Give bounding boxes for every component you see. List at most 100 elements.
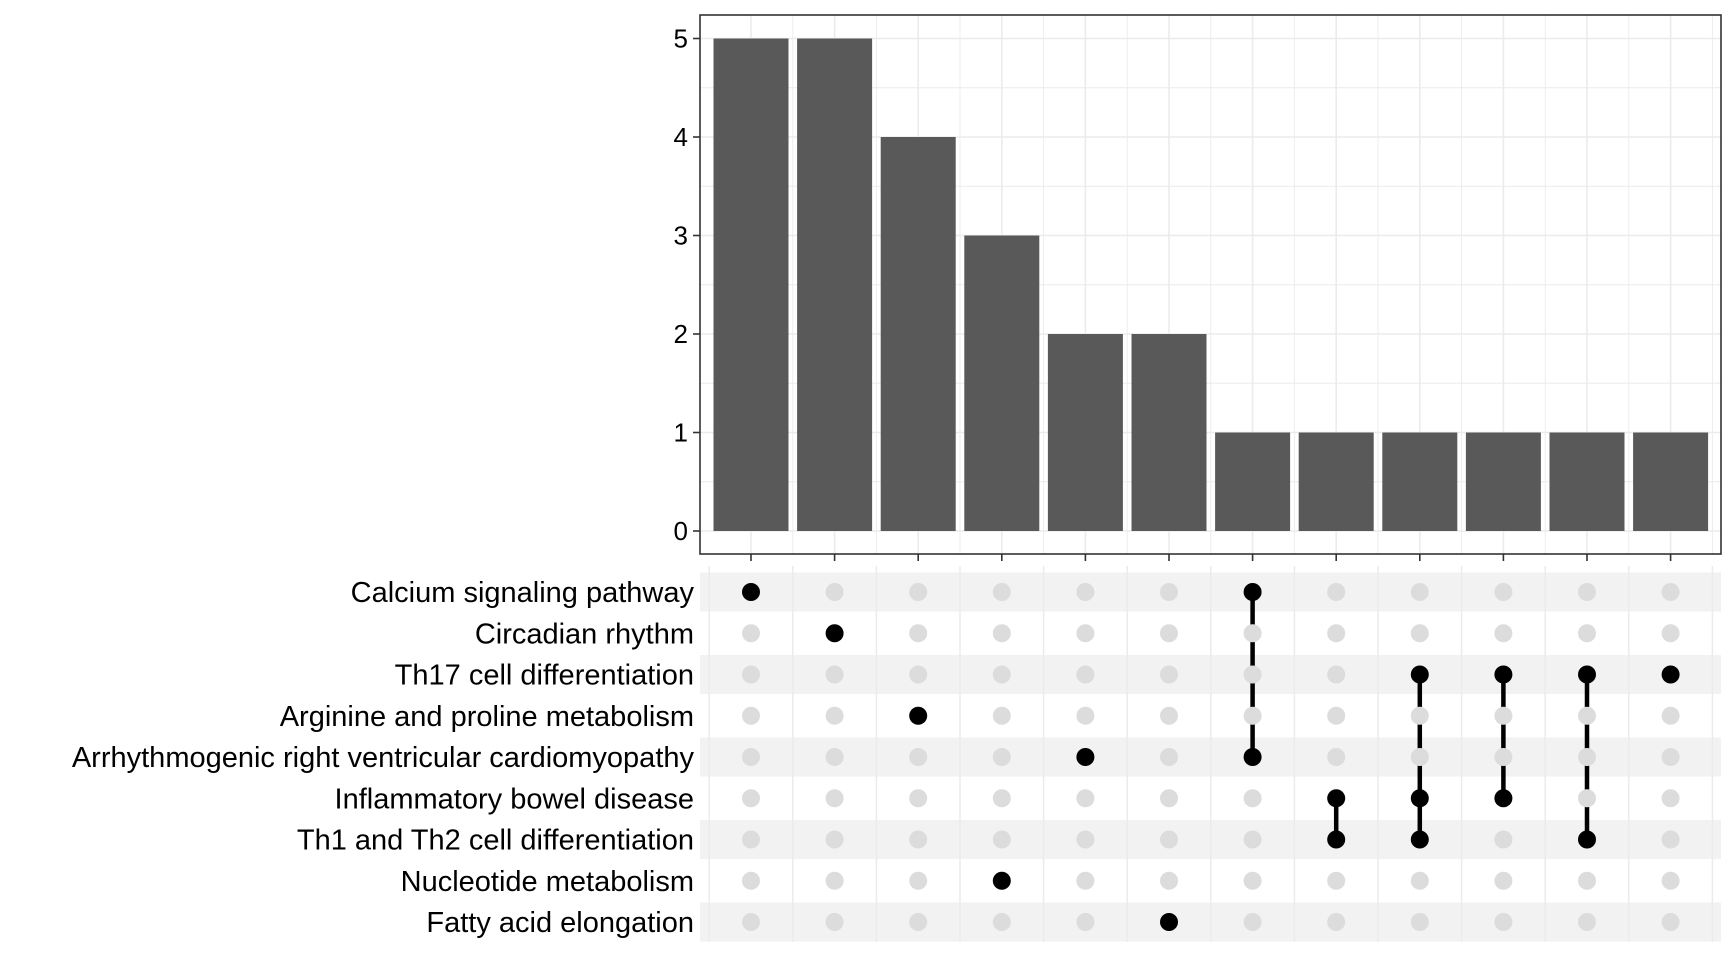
matrix-dot-inactive [1160, 665, 1178, 684]
matrix-dot-inactive [742, 789, 760, 808]
matrix-dot-active [1661, 665, 1680, 684]
matrix-dot-inactive [1160, 748, 1178, 766]
matrix-dot-inactive [1160, 830, 1178, 849]
matrix-dot-inactive [1076, 706, 1095, 725]
matrix-dot-inactive [1160, 871, 1178, 890]
matrix-dot-active [1410, 830, 1429, 849]
matrix-dot-inactive [992, 665, 1011, 684]
matrix-dot-inactive [1578, 624, 1596, 643]
matrix-grid [708, 566, 1714, 942]
matrix-dot-inactive [1327, 583, 1346, 601]
set-label: Th17 cell differentiation [395, 660, 694, 692]
matrix-dot-inactive [909, 789, 928, 808]
x-axis-ticks [750, 554, 1672, 561]
matrix-dot-inactive [909, 748, 928, 766]
set-label: Fatty acid elongation [426, 907, 694, 939]
y-tick-label: 0 [674, 516, 688, 546]
matrix-dot-inactive [1076, 665, 1095, 684]
matrix-dot-inactive [1076, 624, 1095, 643]
y-tick-label: 5 [674, 24, 688, 54]
matrix-dot-inactive [1578, 706, 1596, 725]
set-label: Calcium signaling pathway [351, 577, 695, 609]
matrix-dot-inactive [1494, 706, 1513, 725]
matrix-dot-active [1494, 789, 1513, 808]
matrix-dot-active [992, 871, 1011, 890]
bar-panel-border [699, 14, 1722, 555]
matrix-dot-inactive [1076, 583, 1095, 601]
bar [797, 38, 873, 531]
matrix-dot-inactive [1661, 830, 1680, 849]
bar [1298, 432, 1374, 531]
matrix-dot-active [1160, 913, 1178, 931]
bar [1382, 432, 1458, 531]
matrix-dot-inactive [1661, 624, 1680, 643]
matrix-dot-active [1327, 789, 1346, 808]
matrix-dot-inactive [1327, 665, 1346, 684]
matrix-dot-inactive [992, 624, 1011, 643]
matrix-dot-inactive [1661, 748, 1680, 766]
set-label: Nucleotide metabolism [401, 866, 694, 898]
matrix-dot-inactive [992, 583, 1011, 601]
matrix-dot-inactive [1243, 830, 1262, 849]
matrix-dot-inactive [992, 748, 1011, 766]
y-tick-label: 2 [674, 319, 688, 349]
set-label: Inflammatory bowel disease [335, 783, 694, 815]
matrix-dot-inactive [1578, 583, 1596, 601]
matrix-dot-inactive [1661, 706, 1680, 725]
set-labels: Calcium signaling pathway Circadian rhyth… [72, 577, 695, 939]
matrix-dot-inactive [1410, 913, 1429, 931]
matrix-dot-active [1243, 583, 1262, 601]
matrix-dot-inactive [1327, 748, 1346, 766]
set-label: Th1 and Th2 cell differentiation [297, 825, 694, 857]
bar [1549, 432, 1625, 531]
matrix-dot-inactive [1243, 706, 1262, 725]
matrix-dot-inactive [1578, 789, 1596, 808]
matrix-dot-inactive [1494, 913, 1513, 931]
matrix-dot-inactive [1243, 624, 1262, 643]
y-tick-label: 3 [674, 221, 688, 251]
y-tick-label: 4 [674, 122, 688, 152]
matrix-dot-inactive [825, 913, 844, 931]
bar [1465, 432, 1541, 531]
matrix-dot-inactive [1160, 624, 1178, 643]
matrix-dots [742, 583, 1680, 931]
matrix-dot-inactive [1076, 871, 1095, 890]
matrix-dot-active [742, 583, 760, 601]
matrix-dot-inactive [1243, 665, 1262, 684]
matrix-dot-inactive [742, 830, 760, 849]
bar [1215, 432, 1291, 531]
matrix-dot-inactive [825, 830, 844, 849]
matrix-dot-inactive [1494, 830, 1513, 849]
bar-panel [699, 14, 1722, 555]
matrix-dot-inactive [909, 665, 928, 684]
matrix-dot-inactive [1327, 913, 1346, 931]
matrix-dot-inactive [1160, 583, 1178, 601]
matrix-dot-inactive [1661, 871, 1680, 890]
matrix-dot-active [909, 706, 928, 725]
bar [1047, 334, 1123, 531]
matrix-dot-inactive [1243, 789, 1262, 808]
matrix-dot-inactive [742, 624, 760, 643]
matrix-dot-inactive [1494, 871, 1513, 890]
matrix-dot-inactive [1661, 583, 1680, 601]
matrix-dot-inactive [1494, 748, 1513, 766]
matrix-dot-inactive [909, 624, 928, 643]
matrix-dot-inactive [742, 665, 760, 684]
matrix-dot-inactive [825, 789, 844, 808]
matrix-dot-inactive [742, 706, 760, 725]
matrix-dot-inactive [909, 830, 928, 849]
matrix-dot-inactive [825, 748, 844, 766]
matrix-dot-inactive [1410, 583, 1429, 601]
matrix-dot-inactive [1243, 871, 1262, 890]
set-label: Arrhythmogenic right ventricular cardiom… [72, 742, 695, 774]
matrix-dot-inactive [1410, 624, 1429, 643]
matrix-dot-active [1076, 748, 1095, 766]
matrix-dot-inactive [1410, 706, 1429, 725]
bar [1633, 432, 1709, 531]
matrix-dot-active [1578, 830, 1596, 849]
bars [713, 38, 1709, 531]
matrix-dot-active [1410, 789, 1429, 808]
matrix-dot-inactive [1578, 871, 1596, 890]
matrix-dot-inactive [742, 871, 760, 890]
